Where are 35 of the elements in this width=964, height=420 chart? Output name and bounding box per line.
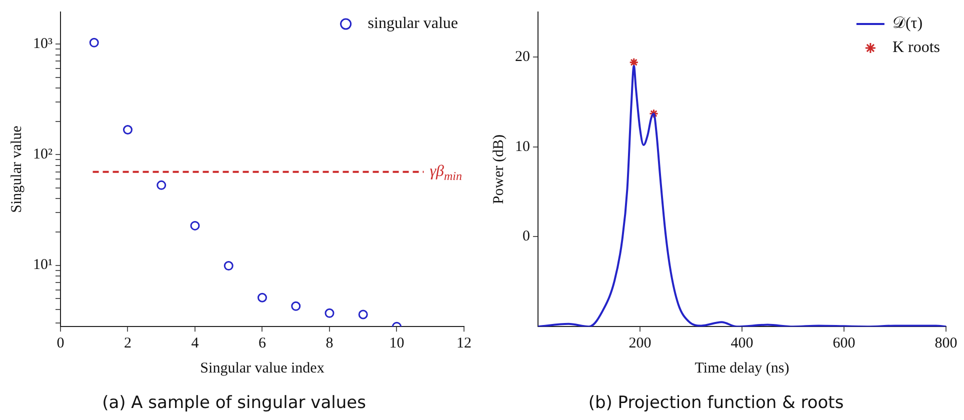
- y-tick-label: 10²: [32, 146, 53, 163]
- text: (b) Projection function & roots: [588, 393, 844, 414]
- legend-label: singular value: [368, 15, 458, 32]
- legend-label: K roots: [892, 39, 940, 56]
- x-tick-label: 0: [56, 336, 64, 352]
- y-axis-title: Singular value: [8, 125, 25, 213]
- y-tick-label: 10¹: [32, 257, 52, 274]
- x-tick-label: 2: [124, 336, 132, 352]
- x-tick-label: 600: [832, 336, 856, 352]
- x-axis-title: Singular value index: [200, 360, 325, 377]
- y-tick-label: 0: [522, 228, 530, 245]
- legend-label: 𝒟(τ): [892, 15, 923, 32]
- x-tick-label: 200: [628, 336, 652, 352]
- point: [89, 38, 99, 48]
- y-tick-label: 20: [515, 48, 530, 65]
- x-tick-label: 10: [389, 336, 404, 352]
- point: [123, 125, 132, 135]
- x-axis-title: Time delay (ns): [694, 360, 790, 377]
- point: [156, 180, 166, 190]
- point: [224, 261, 234, 271]
- y-tick-label: 10: [515, 138, 530, 155]
- y-tick-label: 10³: [32, 36, 53, 52]
- point: [291, 301, 301, 311]
- point: [324, 308, 334, 318]
- text: (a) A sample of singular values: [102, 393, 366, 414]
- y-axis-title: Power (dB): [490, 134, 507, 204]
- x-tick-label: 4: [191, 336, 200, 352]
- x-tick-label: 12: [456, 336, 472, 352]
- point: [190, 220, 200, 230]
- point: [358, 310, 368, 320]
- x-tick-label: 400: [730, 336, 754, 352]
- x-tick-label: 800: [934, 336, 958, 352]
- x-tick-label: 8: [326, 336, 334, 352]
- x-tick-label: 6: [258, 336, 266, 352]
- point: [258, 292, 267, 302]
